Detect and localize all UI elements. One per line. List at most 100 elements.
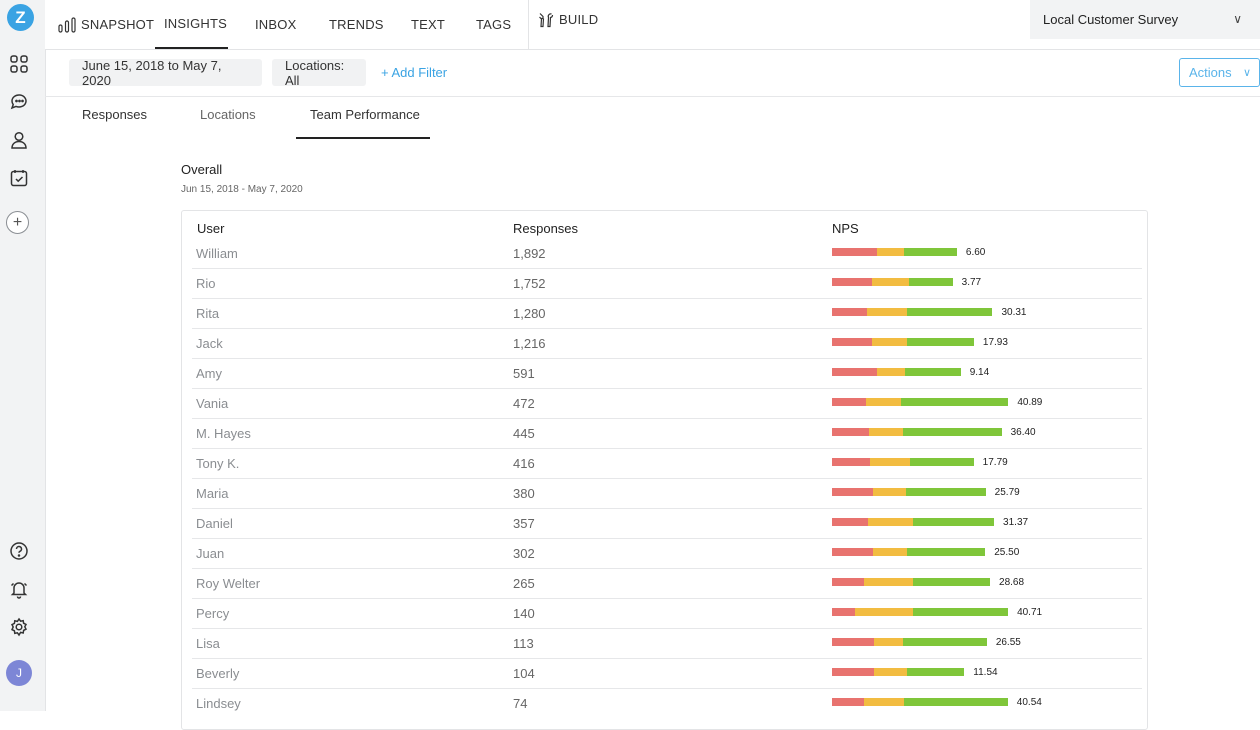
nps-passives-segment [867, 518, 914, 526]
response-count: 380 [513, 486, 535, 501]
table-row[interactable]: Amy 591 9.14 [192, 359, 1142, 389]
nps-value: 26.55 [995, 637, 1021, 648]
nps-detractors-segment [832, 548, 874, 556]
table-row[interactable]: Vania 472 40.89 [192, 389, 1142, 419]
column-header-user[interactable]: User [197, 221, 225, 236]
dashboard-icon[interactable] [8, 53, 30, 75]
response-count: 302 [513, 546, 535, 561]
response-count: 416 [513, 456, 535, 471]
response-count: 265 [513, 576, 535, 591]
table-row[interactable]: Roy Welter 265 28.68 [192, 569, 1142, 599]
column-header-responses[interactable]: Responses [513, 221, 579, 236]
table-row[interactable]: Lindsey 74 40.54 [192, 689, 1142, 719]
tab-responses[interactable]: Responses [82, 107, 148, 122]
user-name: Maria [196, 486, 229, 501]
nps-promoters-segment [909, 458, 974, 466]
survey-select[interactable]: Local Customer Survey ∨ [1030, 0, 1260, 39]
nps-bar [832, 578, 990, 586]
add-button[interactable]: + [6, 211, 29, 234]
nps-value: 11.54 [973, 667, 998, 678]
nav-insights[interactable]: INSIGHTS [155, 0, 228, 49]
response-count: 445 [513, 426, 535, 441]
nps-value: 6.60 [965, 247, 986, 258]
nps-value: 31.37 [1003, 517, 1029, 528]
table-row[interactable]: Rita 1,280 30.31 [192, 299, 1142, 329]
nps-passives-segment [873, 548, 908, 556]
user-name: Jack [196, 336, 223, 351]
table-row[interactable]: Jack 1,216 17.93 [192, 329, 1142, 359]
date-range-filter[interactable]: June 15, 2018 to May 7, 2020 [69, 58, 262, 88]
section-date-range: Jun 15, 2018 - May 7, 2020 [181, 184, 303, 195]
table-row[interactable]: Daniel 357 31.37 [192, 509, 1142, 539]
nps-promoters-segment [905, 488, 986, 496]
app-logo[interactable]: Z [7, 4, 34, 31]
nav-trends-label: TRENDS [329, 17, 384, 32]
nps-value: 9.14 [969, 367, 990, 378]
nps-bar [832, 368, 961, 376]
nps-bar [832, 278, 953, 286]
tab-team-performance[interactable]: Team Performance [310, 107, 420, 122]
add-filter-link[interactable]: + Add Filter [381, 65, 448, 80]
nav-build[interactable]: BUILD [538, 0, 598, 44]
settings-icon[interactable] [8, 616, 30, 638]
nps-detractors-segment [832, 338, 872, 346]
nps-detractors-segment [832, 368, 878, 376]
table-row[interactable]: M. Hayes 445 36.40 [192, 419, 1142, 449]
nps-detractors-segment [832, 488, 874, 496]
nps-promoters-segment [907, 668, 965, 676]
nps-value: 28.68 [999, 577, 1025, 588]
nps-promoters-segment [900, 398, 1009, 406]
table-row[interactable]: Rio 1,752 3.77 [192, 269, 1142, 299]
nps-value: 25.79 [994, 487, 1020, 498]
table-row[interactable]: William 1,892 6.60 [192, 239, 1142, 269]
actions-button[interactable]: Actions ∨ [1179, 58, 1260, 87]
table-row[interactable]: Beverly 104 11.54 [192, 659, 1142, 689]
nps-detractors-segment [832, 248, 877, 256]
response-count: 1,752 [513, 276, 546, 291]
section-title: Overall [181, 162, 223, 177]
actions-label: Actions [1189, 65, 1232, 80]
nps-detractors-segment [832, 278, 872, 286]
nav-text[interactable]: TEXT [411, 0, 445, 49]
table-row[interactable]: Maria 380 25.79 [192, 479, 1142, 509]
table-row[interactable]: Tony K. 416 17.79 [192, 449, 1142, 479]
nps-bar [832, 308, 993, 316]
nav-build-label: BUILD [559, 12, 599, 27]
nps-passives-segment [863, 698, 905, 706]
nps-value: 40.54 [1016, 697, 1042, 708]
nps-passives-segment [871, 278, 910, 286]
table-row[interactable]: Lisa 113 26.55 [192, 629, 1142, 659]
user-icon[interactable] [8, 129, 30, 151]
response-count: 104 [513, 666, 535, 681]
nav-insights-label: INSIGHTS [164, 16, 227, 31]
nps-passives-segment [876, 248, 905, 256]
column-header-nps[interactable]: NPS [832, 221, 859, 236]
chevron-down-icon: ∨ [1233, 12, 1242, 26]
nav-tags-label: TAGS [476, 17, 512, 32]
tab-locations[interactable]: Locations [200, 107, 256, 122]
user-name: William [196, 246, 238, 261]
avatar[interactable]: J [6, 660, 32, 686]
table-row[interactable]: Juan 302 25.50 [192, 539, 1142, 569]
nps-passives-segment [873, 638, 904, 646]
user-name: Amy [196, 366, 222, 381]
response-count: 472 [513, 396, 535, 411]
table-row[interactable]: Percy 140 40.71 [192, 599, 1142, 629]
nps-passives-segment [874, 668, 908, 676]
user-name: Lisa [196, 636, 220, 651]
locations-filter[interactable]: Locations: All [272, 58, 366, 88]
bell-icon[interactable] [8, 578, 30, 600]
response-count: 74 [513, 696, 528, 711]
chevron-down-icon: ∨ [1242, 67, 1251, 79]
filter-bar: June 15, 2018 to May 7, 2020 Locations: … [45, 49, 1260, 97]
response-count: 1,892 [513, 246, 546, 261]
nps-bar [832, 548, 986, 556]
nav-trends[interactable]: TRENDS [329, 0, 384, 49]
nps-value: 36.40 [1010, 427, 1036, 438]
calendar-check-icon[interactable] [8, 167, 30, 189]
nav-inbox[interactable]: INBOX [255, 0, 296, 49]
chat-icon[interactable] [8, 91, 30, 113]
nav-snapshot[interactable]: SNAPSHOT [58, 0, 154, 49]
help-icon[interactable] [8, 540, 30, 562]
nav-tags[interactable]: TAGS [476, 0, 511, 49]
